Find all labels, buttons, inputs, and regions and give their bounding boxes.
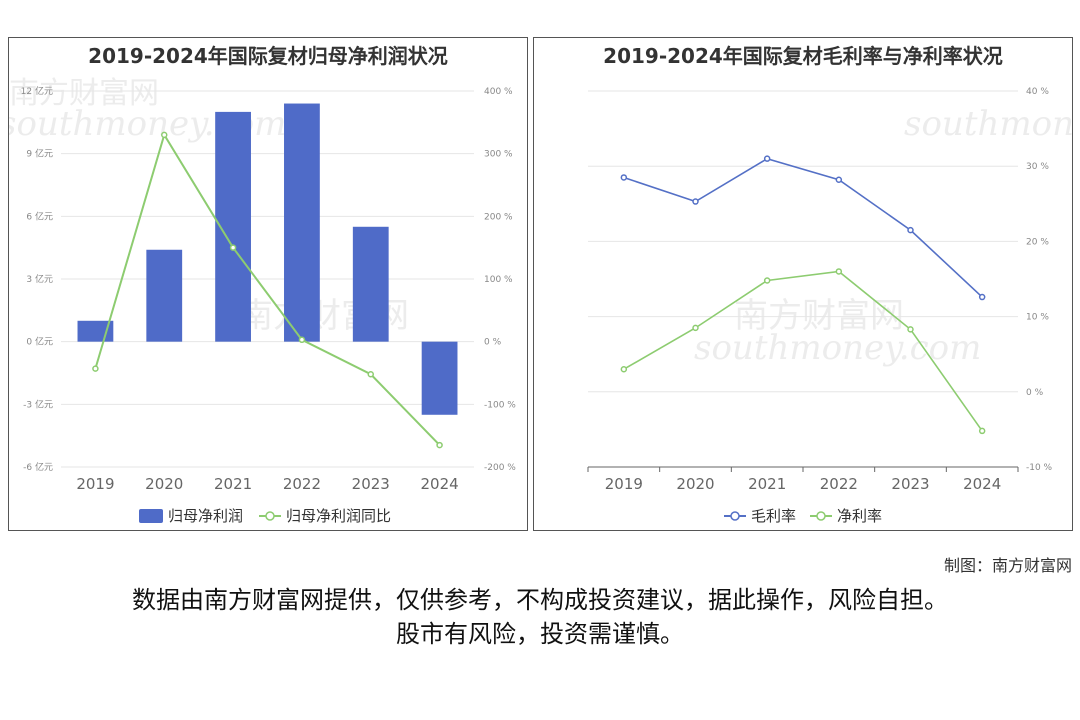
x-tick-label: 2019: [76, 475, 114, 493]
y-tick-label-left: 6 亿元: [26, 210, 53, 222]
point-net-margin: [620, 365, 628, 373]
net-profit-chart: -6 亿元 -3 亿元 0 亿元 3 亿元 6 亿元 9 亿元 12 亿元 -200 % -10…: [21, 85, 517, 525]
x-tick-label: 2020: [145, 475, 183, 493]
point-gross-margin: [620, 174, 628, 181]
x-tick-label: 2021: [214, 475, 252, 493]
legend-label-yoy: 归母净利润同比: [286, 507, 391, 525]
margin-chart: -10 % 0 % 10 % 20 % 30 % 40 % 2019 2020 2021 2022…: [587, 87, 1053, 525]
y-tick-label: 20 %: [1026, 237, 1049, 247]
point-gross-margin: [692, 198, 699, 205]
point-yoy: [229, 244, 237, 251]
point-yoy: [436, 441, 443, 449]
point-net-margin: [907, 326, 914, 333]
y-tick-label-right: 100 %: [484, 275, 513, 285]
y-tick-label: 40 %: [1026, 87, 1049, 97]
y-tick-label: 10 %: [1026, 313, 1049, 323]
y-tick-label-left: -3 亿元: [23, 398, 53, 410]
bar-net-profit: [352, 226, 389, 342]
net-profit-chart-panel: southmoney.com 南方财富网 南方财富网 2019-2024年国际复…: [8, 37, 528, 531]
y-tick-label-left: 12 亿元: [21, 85, 53, 97]
chart-title: 2019-2024年国际复材毛利率与净利率状况: [603, 44, 1003, 68]
bar-net-profit: [146, 249, 183, 342]
y-tick-label-left: 3 亿元: [26, 273, 53, 285]
legend-label-net-margin: 净利率: [837, 507, 882, 525]
point-net-margin: [835, 268, 843, 275]
point-net-margin: [692, 324, 699, 332]
x-tick-label: 2019: [605, 475, 643, 493]
legend-swatch-point: [265, 511, 275, 521]
y-tick-label-right: 300 %: [484, 150, 513, 160]
y-tick-label-left: 9 亿元: [26, 148, 53, 160]
y-tick-label-right: -100 %: [484, 400, 516, 410]
y-tick-label-right: -200 %: [484, 463, 516, 473]
credit-label: 制图：南方财富网: [943, 556, 1072, 575]
series-line-yoy: [94, 132, 441, 446]
x-tick-label: 2020: [676, 475, 714, 493]
point-yoy: [367, 371, 374, 378]
point-yoy: [92, 365, 99, 372]
y-tick-label: 30 %: [1026, 162, 1049, 172]
legend-swatch-bar: [139, 509, 163, 523]
chart-title: 2019-2024年国际复材归母净利润状况: [88, 44, 448, 68]
disclaimer-line-1: 数据由南方财富网提供，仅供参考，不构成投资建议，据此操作，风险自担。: [132, 586, 948, 614]
y-tick-label-right: 400 %: [484, 87, 513, 97]
y-tick-label-right: 200 %: [484, 212, 513, 222]
y-tick-label-left: -6 亿元: [23, 461, 53, 473]
point-gross-margin: [763, 155, 771, 162]
bar-net-profit: [284, 103, 320, 342]
x-tick-label: 2023: [891, 475, 929, 493]
x-tick-label: 2023: [352, 475, 390, 493]
point-gross-margin: [907, 226, 914, 234]
x-tick-label: 2022: [820, 475, 858, 493]
y-tick-label: 0 %: [1026, 388, 1044, 398]
legend-label-gross-margin: 毛利率: [751, 507, 796, 525]
bar-net-profit: [421, 341, 458, 415]
point-net-margin: [763, 277, 771, 284]
series-line-net-margin: [623, 270, 983, 432]
legend-swatch-point: [816, 511, 826, 521]
y-tick-label-right: 0 %: [484, 338, 502, 348]
point-gross-margin: [978, 293, 986, 301]
point-yoy: [298, 336, 306, 344]
point-yoy: [161, 131, 168, 139]
point-gross-margin: [835, 176, 843, 183]
y-tick-label-left: 0 亿元: [26, 336, 53, 348]
legend-label-net-profit: 归母净利润: [168, 507, 243, 525]
series-line-gross-margin: [623, 157, 983, 298]
y-tick-label: -10 %: [1026, 463, 1053, 473]
point-net-margin: [978, 427, 986, 435]
x-tick-label: 2024: [420, 475, 458, 493]
x-tick-label: 2021: [748, 475, 786, 493]
legend-swatch-point: [730, 511, 740, 521]
x-tick-label: 2022: [283, 475, 321, 493]
disclaimer-line-2: 股市有风险，投资需谨慎。: [396, 620, 684, 648]
margin-chart-panel: southmoney.com southmoney.com 南方财富网 2019…: [533, 37, 1073, 531]
x-tick-label: 2024: [963, 475, 1001, 493]
